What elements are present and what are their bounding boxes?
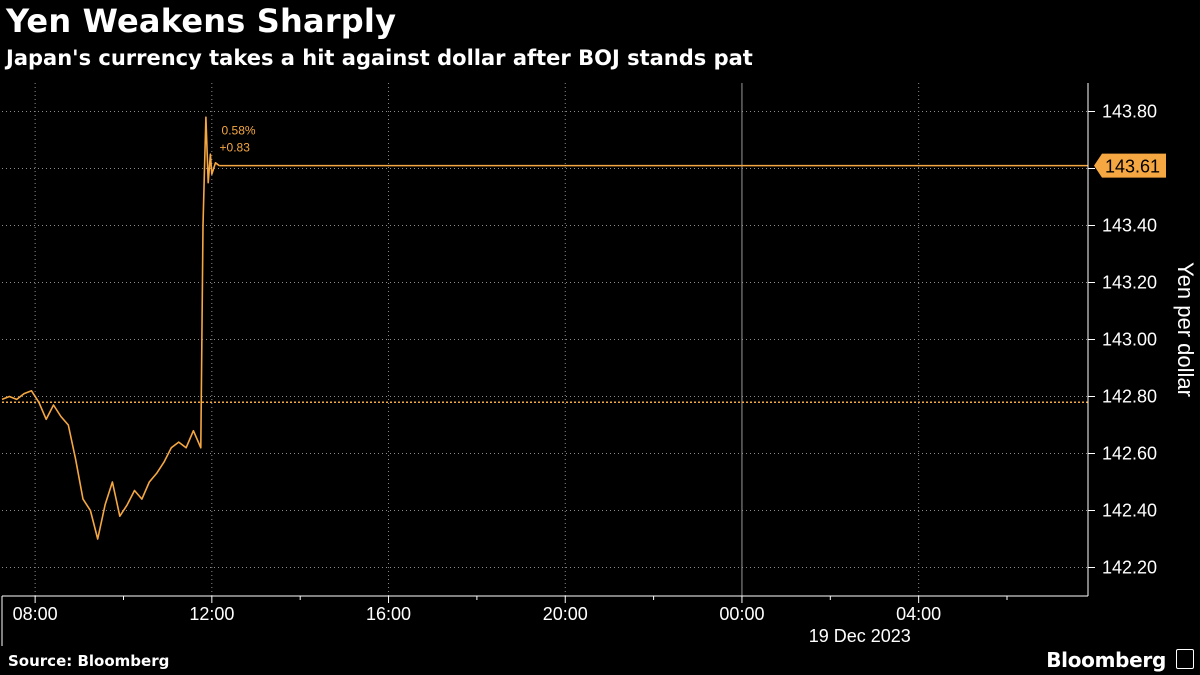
y-tick-label: 142.20 (1102, 558, 1157, 578)
grid-layer (2, 83, 1088, 596)
x-date-label: 19 Dec 2023 (809, 626, 911, 646)
y-tick-label: 142.60 (1102, 444, 1157, 464)
x-tick-label: 00:00 (719, 604, 764, 624)
x-tick-label: 04:00 (896, 604, 941, 624)
axis-layer: 142.20 142.40 142.60 142.80 143.00 143.20 143.… (1, 83, 1198, 646)
y-tick-label: 142.80 (1102, 387, 1157, 407)
last-value-label: 143.61 (1105, 157, 1160, 177)
change-percent-annotation: 0.58% (222, 123, 256, 137)
usdjpy-series-line (1, 116, 220, 540)
y-tick-label: 142.40 (1102, 501, 1157, 521)
x-tick-label: 20:00 (543, 604, 588, 624)
change-value-annotation: +0.83 (220, 140, 251, 154)
brand-logo: Bloomberg (1046, 648, 1166, 672)
y-tick-label: 143.80 (1102, 102, 1157, 122)
chart-subtitle: Japan's currency takes a hit against dol… (6, 46, 753, 70)
series-layer (1, 116, 1088, 540)
last-value-tag (1094, 153, 1166, 178)
y-axis-title: Yen per dollar (1173, 262, 1198, 397)
y-tick-label: 143.00 (1102, 330, 1157, 350)
chart-title: Yen Weakens Sharply (6, 2, 397, 40)
x-tick-label: 16:00 (366, 604, 411, 624)
x-tick-label: 12:00 (189, 604, 234, 624)
y-tick-label: 143.20 (1102, 273, 1157, 293)
source-note: Source: Bloomberg (8, 652, 170, 670)
label-layer: 0.58% +0.83 143.61 (220, 123, 1166, 178)
x-tick-label: 08:00 (13, 604, 58, 624)
bloomberg-badge-icon (1176, 649, 1194, 669)
y-tick-label: 143.40 (1102, 216, 1157, 236)
